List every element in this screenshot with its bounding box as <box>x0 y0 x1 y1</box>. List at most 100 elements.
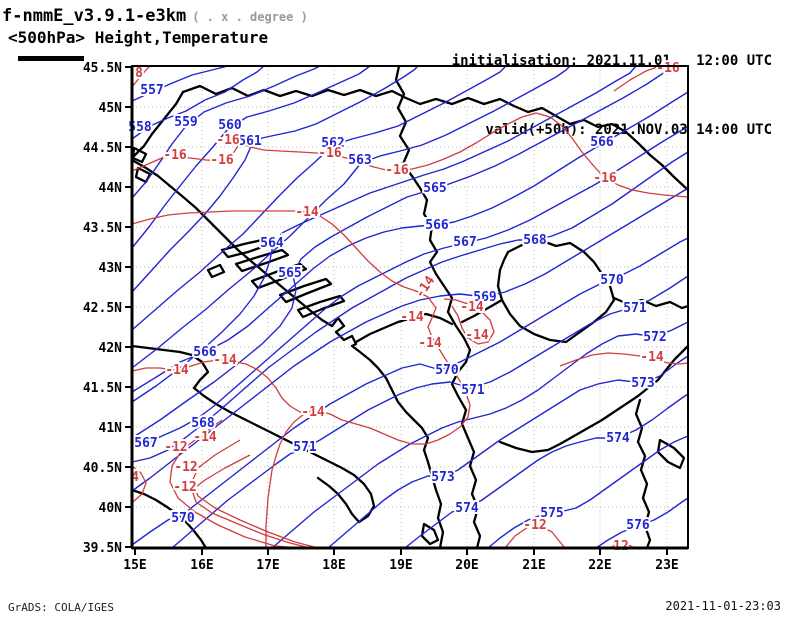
height-contour-565 <box>131 65 673 439</box>
lat-axis-label: 44.5N <box>83 141 122 156</box>
temp-contour--12 <box>191 439 319 549</box>
contour-label: 574 <box>606 431 630 446</box>
height-contour-571 <box>171 275 689 549</box>
lat-axis-label: 40N <box>99 501 123 516</box>
contour-label: 573 <box>431 470 454 485</box>
contour-label: -14 <box>301 405 325 420</box>
contour-label: 564 <box>260 236 284 251</box>
coastline-path <box>181 84 690 192</box>
contour-label: 563 <box>348 153 371 168</box>
height-contour-576 <box>595 497 689 549</box>
lon-axis-label: 22E <box>588 558 611 573</box>
contour-label: 575 <box>540 506 563 521</box>
contour-label: 8 <box>135 66 143 81</box>
contour-label: 560 <box>218 118 242 133</box>
height-contour-573 <box>327 355 689 549</box>
top-left-black-bar <box>18 56 84 61</box>
height-contour-557 <box>131 65 229 102</box>
height-contour-562 <box>131 65 507 331</box>
contour-label: 570 <box>171 511 195 526</box>
lon-axis-label: 15E <box>123 558 146 573</box>
contour-label: -12 <box>164 440 187 455</box>
height-contour-570 <box>131 237 689 546</box>
contour-label: 569 <box>473 290 496 305</box>
contour-label: 561 <box>238 134 262 149</box>
contour-label: 571 <box>461 383 485 398</box>
lon-axis-label: 18E <box>322 558 345 573</box>
model-title-line: f-nmmE_v3.9.1-e3km ( . x . degree ) <box>2 6 308 26</box>
temp-contour--18 <box>131 65 151 88</box>
coastline-path <box>234 248 290 273</box>
axis-ticks-and-labels: 45.5N 45N 44.5N 44N 43.5N 43N 42.5N 42N 41.5N 41N… <box>83 61 679 573</box>
contour-label: 559 <box>174 115 197 130</box>
lat-axis-label: 45N <box>99 101 123 116</box>
height-contour-569 <box>131 187 689 492</box>
height-contour-558 <box>131 65 265 140</box>
temp-contour--14 <box>131 359 313 413</box>
contour-label: 574 <box>455 501 479 516</box>
lat-axis-label: 42N <box>99 341 123 356</box>
contour-label: 567 <box>134 436 157 451</box>
temp-contour--14 <box>131 465 147 504</box>
contour-label: 568 <box>523 233 547 248</box>
lon-axis-label: 17E <box>256 558 279 573</box>
model-title: f-nmmE_v3.9.1-e3km <box>2 6 187 26</box>
contour-label: 568 <box>191 416 215 431</box>
lat-axis-label: 41N <box>99 421 123 436</box>
lat-axis-label: 40.5N <box>83 461 122 476</box>
temp-contour--12 <box>169 419 301 549</box>
contour-label: -14 <box>193 430 217 445</box>
height-contour-561 <box>131 65 419 293</box>
height-contour-560 <box>131 65 371 249</box>
coastline-borders-layer <box>130 64 690 550</box>
contour-label: -14 <box>460 300 484 315</box>
contour-label: -14 <box>400 310 424 325</box>
contour-label: -16 <box>593 171 617 186</box>
lon-axis-label: 16E <box>190 558 213 573</box>
contour-label: 565 <box>423 181 446 196</box>
contour-label: 566 <box>193 345 217 360</box>
lat-axis-label: 44N <box>99 181 123 196</box>
contour-label: 570 <box>435 363 459 378</box>
lat-axis-label: 43.5N <box>83 221 122 236</box>
contour-label: 570 <box>600 273 624 288</box>
contour-label: 565 <box>278 266 301 281</box>
coastline-path <box>420 522 440 546</box>
creation-timestamp: 2021-11-01-23:03 <box>665 599 781 613</box>
coastline-path <box>278 277 333 304</box>
plot-subtitle: <500hPa> Height,Temperature <box>8 28 269 47</box>
temperature-contours-layer <box>131 65 689 549</box>
height-contour-563 <box>131 65 571 369</box>
lat-axis-label: 41.5N <box>83 381 122 396</box>
contour-label: 576 <box>626 518 650 533</box>
coastline-path <box>498 344 690 454</box>
contour-label: -16 <box>656 61 680 76</box>
contour-label: -12 <box>523 518 546 533</box>
contour-label: 566 <box>425 218 449 233</box>
height-contour-566 <box>131 91 689 393</box>
contour-label: 566 <box>590 135 614 150</box>
contour-label: -12 <box>174 460 197 475</box>
grads-credit: GrADS: COLA/IGES <box>8 601 114 614</box>
contour-label: -16 <box>318 146 342 161</box>
height-contour-574 <box>404 393 689 549</box>
contour-label: -14 <box>418 336 442 351</box>
contour-label: 557 <box>140 83 163 98</box>
contour-label: -14 <box>295 205 319 220</box>
lon-axis-label: 23E <box>655 558 678 573</box>
temp-contour--14 <box>131 210 471 548</box>
coastline-path <box>612 296 690 310</box>
contour-label: 571 <box>623 301 647 316</box>
contour-label: -14 <box>213 353 237 368</box>
height-contour-575 <box>487 435 689 549</box>
height-contour-572 <box>271 321 689 549</box>
contour-label: -16 <box>216 133 240 148</box>
temp-contour--16 <box>613 65 661 92</box>
coastline-path <box>296 294 346 319</box>
coastline-path <box>634 398 652 550</box>
coastline-path <box>496 238 616 344</box>
contour-label: 573 <box>631 376 654 391</box>
